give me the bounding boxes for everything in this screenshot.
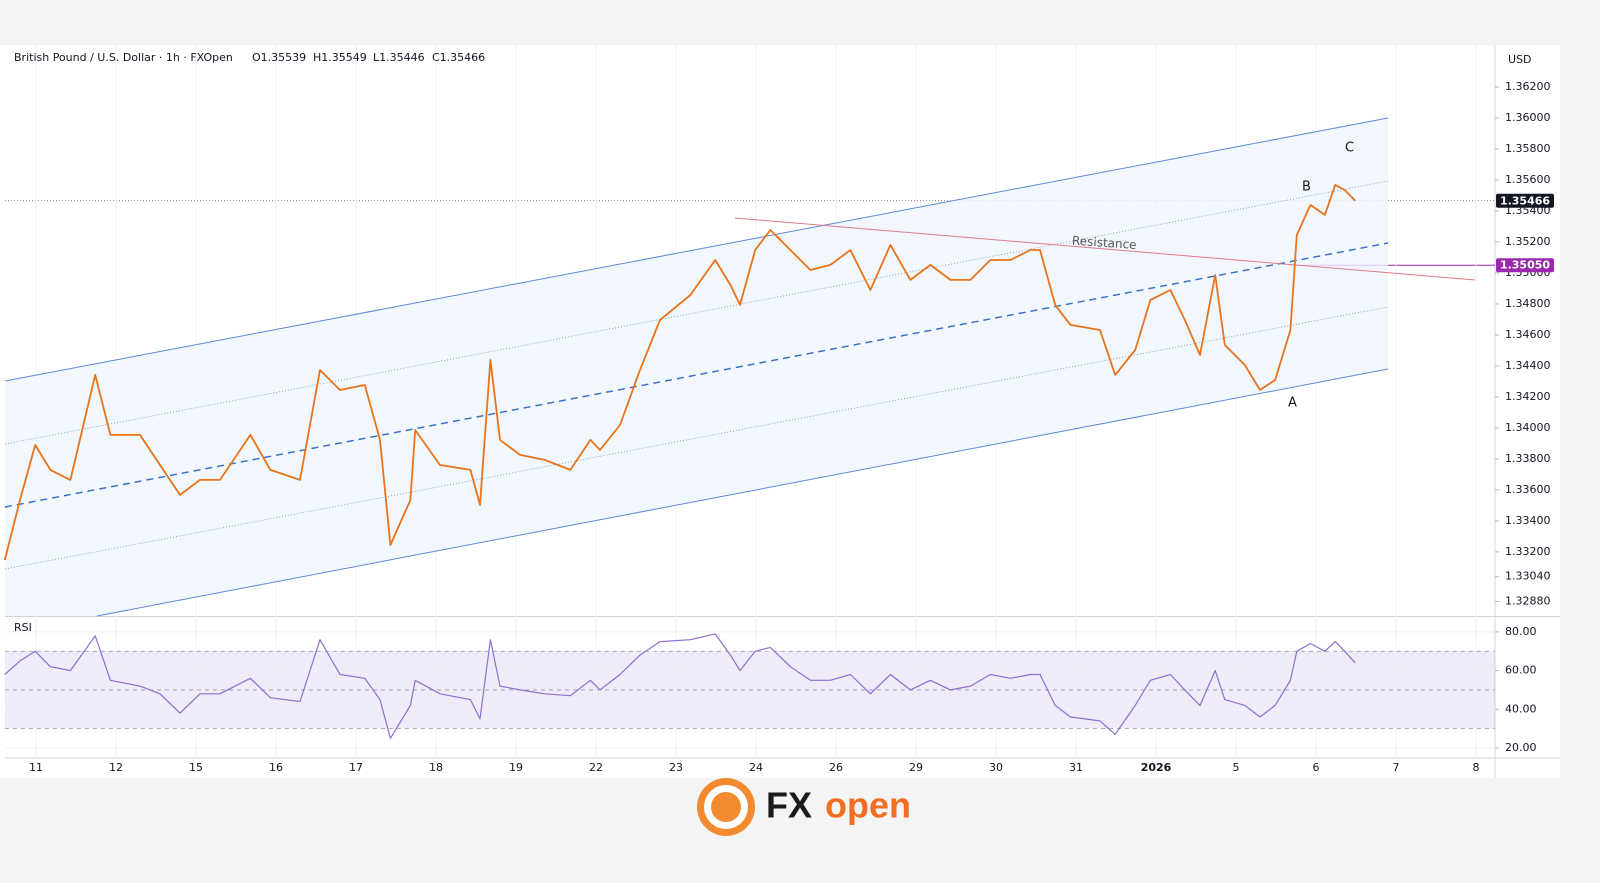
- logo-icon-core: [711, 792, 741, 822]
- x-tick-label: 26: [829, 761, 843, 774]
- price-tag-label: 1.35050: [1500, 259, 1550, 272]
- logo-open: open: [825, 785, 911, 826]
- x-tick-label: 18: [429, 761, 443, 774]
- series-layer: [3, 184, 1356, 739]
- rsi-line: [4, 633, 1356, 739]
- y-tick-label: 1.33600: [1505, 483, 1551, 496]
- ohlc-close: C1.35466: [432, 51, 485, 64]
- rsi-label: RSI: [14, 621, 32, 634]
- y-tick-label: 1.33400: [1505, 514, 1551, 527]
- y-tick-label: 1.35200: [1505, 235, 1551, 248]
- channel-inner-upper: [4, 180, 1389, 445]
- y-tick-label: 1.36200: [1505, 80, 1551, 93]
- ohlc-open: O1.35539: [252, 51, 306, 64]
- currency-label: USD: [1508, 53, 1532, 66]
- annotation: A: [1288, 396, 1297, 411]
- logo-fx: FX: [766, 785, 812, 826]
- symbol-title: British Pound / U.S. Dollar · 1h · FXOpe…: [14, 51, 233, 64]
- y-tick-label: 1.32880: [1505, 595, 1551, 608]
- x-tick-label: 30: [989, 761, 1003, 774]
- logo: FX open: [697, 778, 911, 836]
- x-tick-label: 15: [189, 761, 203, 774]
- y-tick-label: 1.33200: [1505, 545, 1551, 558]
- y-tick-label: 1.33040: [1505, 570, 1551, 583]
- y-tick-label: 20.00: [1505, 741, 1537, 754]
- x-tick-label: 12: [109, 761, 123, 774]
- ohlc-low: L1.35446: [373, 51, 425, 64]
- x-tick-label: 29: [909, 761, 923, 774]
- x-tick-label: 22: [589, 761, 603, 774]
- y-tick-label: 1.34000: [1505, 421, 1551, 434]
- x-tick-label: 17: [349, 761, 363, 774]
- y-tick-label: 1.33800: [1505, 452, 1551, 465]
- y-tick-label: 80.00: [1505, 625, 1537, 638]
- price-tag-label: 1.35466: [1500, 194, 1550, 207]
- x-tick-label: 5: [1233, 761, 1240, 774]
- channel-upper: [4, 117, 1389, 382]
- y-tick-label: 1.36000: [1505, 111, 1551, 124]
- y-tick-label: 60.00: [1505, 664, 1537, 677]
- x-tick-label: 11: [29, 761, 43, 774]
- x-tick-label: 16: [269, 761, 283, 774]
- resistance-line: [734, 217, 1476, 281]
- y-tick-label: 40.00: [1505, 702, 1537, 715]
- y-tick-label: 1.34200: [1505, 390, 1551, 403]
- x-tick-label: 8: [1473, 761, 1480, 774]
- x-tick-label: 24: [749, 761, 763, 774]
- y-tick-label: 1.34400: [1505, 359, 1551, 372]
- channel-fill: [5, 118, 1388, 616]
- x-tick-label: 7: [1393, 761, 1400, 774]
- y-tick-label: 1.35600: [1505, 173, 1551, 186]
- ohlc-high: H1.35549: [313, 51, 367, 64]
- y-tick-label: 1.34800: [1505, 297, 1551, 310]
- channel-inner-lower: [4, 306, 1389, 570]
- y-tick-label: 1.34600: [1505, 328, 1551, 341]
- x-tick-label: 19: [509, 761, 523, 774]
- annotation: C: [1345, 141, 1354, 156]
- channel-lower: [96, 368, 1389, 617]
- annotation: B: [1302, 180, 1311, 195]
- channel-median: [4, 242, 1389, 508]
- x-tick-label: 31: [1069, 761, 1083, 774]
- y-tick-label: 1.35800: [1505, 142, 1551, 155]
- x-tick-label: 23: [669, 761, 683, 774]
- price-tag: [1496, 193, 1554, 208]
- price-line: [3, 184, 1356, 561]
- x-tick-label: 2026: [1141, 761, 1172, 774]
- price-tag: [1496, 258, 1554, 273]
- x-tick-label: 6: [1313, 761, 1320, 774]
- annotation: Resistance: [1072, 234, 1137, 252]
